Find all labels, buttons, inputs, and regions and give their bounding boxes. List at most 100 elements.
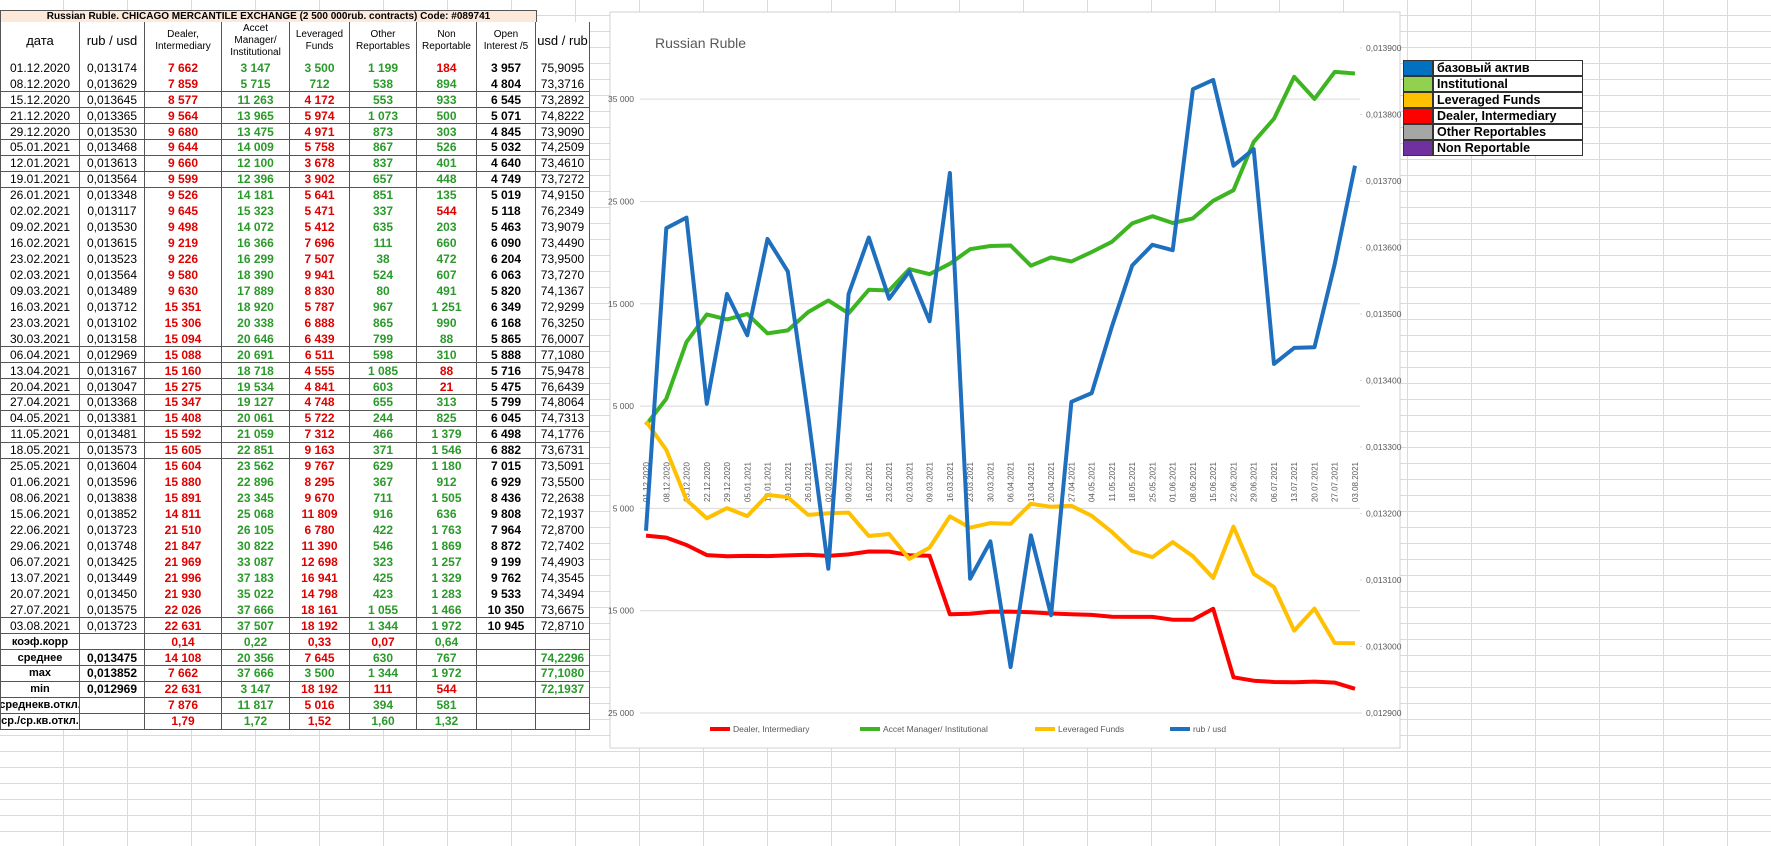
x-tick-label: 15.12.2020: [683, 461, 692, 502]
x-tick-label: 01.12.2020: [642, 461, 651, 502]
table-cell: 16 941: [290, 570, 350, 587]
x-tick-label: 22.12.2020: [703, 461, 712, 502]
table-cell: 500: [417, 107, 477, 125]
table-cell: 0,013530: [80, 219, 145, 236]
table-cell: 3 500: [290, 60, 350, 77]
table-cell: 09.03.2021: [0, 283, 80, 300]
table-cell: 1 466: [417, 601, 477, 619]
x-tick-label: 27.04.2021: [1067, 461, 1076, 502]
table-cell: 33 087: [222, 554, 290, 571]
summary-cell: ср./ср.кв.откл.: [0, 713, 80, 731]
table-cell: 5 463: [477, 219, 536, 236]
table-cell: 73,9079: [536, 219, 590, 236]
column-header: Dealer, Intermediary: [145, 22, 222, 61]
table-cell: 5 974: [290, 107, 350, 125]
table-cell: 72,8700: [536, 522, 590, 539]
table-cell: 538: [350, 75, 417, 93]
y2-tick-label: 0,013100: [1366, 575, 1402, 585]
summary-cell: 1,60: [350, 713, 417, 731]
x-tick-label: 23.02.2021: [885, 461, 894, 502]
table-cell: 6 204: [477, 251, 536, 268]
table-cell: 23.03.2021: [0, 315, 80, 332]
y2-tick-label: 0,013000: [1366, 642, 1402, 652]
summary-cell: 0,22: [222, 633, 290, 651]
table-cell: 4 555: [290, 362, 350, 380]
table-cell: 01.06.2021: [0, 474, 80, 491]
column-header: Accet Manager/ Institutional: [222, 22, 290, 61]
series-line: [644, 420, 1356, 646]
x-tick-label: 08.06.2021: [1189, 461, 1198, 502]
y2-tick-label: 0,013400: [1366, 376, 1402, 386]
y2-tick-label: 0,012900: [1366, 708, 1402, 718]
table-cell: 75,9095: [536, 60, 590, 77]
table-cell: 29.12.2020: [0, 123, 80, 141]
x-tick-label: 11.05.2021: [1108, 461, 1117, 501]
table-cell: 0,013748: [80, 538, 145, 555]
table-cell: 0,013381: [80, 410, 145, 428]
legend-label: Dealer, Intermediary: [1433, 108, 1583, 124]
table-cell: 873: [350, 123, 417, 141]
table-cell: 74,8064: [536, 394, 590, 412]
table-cell: 0,013712: [80, 299, 145, 316]
table-cell: 03.08.2021: [0, 617, 80, 635]
summary-cell: 111: [350, 681, 417, 699]
table-cell: 9 526: [145, 187, 222, 205]
table-cell: 636: [417, 506, 477, 523]
summary-cell: 22 631: [145, 681, 222, 699]
summary-cell: 18 192: [290, 681, 350, 699]
table-cell: 74,7313: [536, 410, 590, 428]
table-cell: 23.02.2021: [0, 251, 80, 268]
table-cell: 30.03.2021: [0, 330, 80, 348]
table-cell: 74,9150: [536, 187, 590, 205]
x-tick-label: 15.06.2021: [1209, 461, 1218, 502]
column-header: Open Interest /5: [477, 22, 536, 61]
x-tick-label: 13.07.2021: [1290, 461, 1299, 502]
table-cell: 0,013645: [80, 91, 145, 109]
summary-cell: 37 666: [222, 665, 290, 683]
chart-title: Russian Ruble: [655, 35, 746, 51]
table-cell: 323: [350, 554, 417, 571]
table-cell: 4 748: [290, 394, 350, 412]
column-header: Non Reportable: [417, 22, 477, 61]
summary-cell: 0,013475: [80, 649, 145, 667]
table-cell: 0,013613: [80, 155, 145, 173]
table-cell: 11.05.2021: [0, 426, 80, 444]
table-cell: 5 412: [290, 219, 350, 236]
legend-label: Institutional: [1433, 76, 1583, 92]
table-cell: 1 199: [350, 60, 417, 77]
y2-tick-label: 0,013800: [1366, 110, 1402, 120]
table-cell: 1 763: [417, 522, 477, 539]
y2-tick-label: 0,013900: [1366, 43, 1402, 53]
column-header: usd / rub: [536, 22, 590, 61]
legend-swatch: [1403, 76, 1433, 92]
table-cell: 02.02.2021: [0, 203, 80, 220]
legend-swatch: [1403, 108, 1433, 124]
y-tick-label: 15 000: [608, 606, 634, 616]
x-tick-label: 20.07.2021: [1310, 461, 1319, 502]
table-cell: 5 715: [222, 75, 290, 93]
summary-cell: 394: [350, 697, 417, 715]
table-cell: 12.01.2021: [0, 155, 80, 173]
table-cell: 73,5091: [536, 458, 590, 475]
summary-cell: 72,1937: [536, 681, 590, 699]
y2-tick-label: 0,013300: [1366, 442, 1402, 452]
legend-label: Dealer, Intermediary: [733, 724, 810, 734]
x-tick-label: 25.05.2021: [1148, 461, 1157, 502]
x-tick-label: 13.04.2021: [1027, 461, 1036, 502]
table-cell: 73,4490: [536, 235, 590, 252]
table-cell: 867: [350, 139, 417, 157]
table-cell: 5 641: [290, 187, 350, 205]
y2-tick-label: 0,013200: [1366, 509, 1402, 519]
table-cell: 72,2638: [536, 490, 590, 507]
empty-cell: [80, 713, 145, 731]
x-tick-label: 01.06.2021: [1169, 461, 1178, 502]
x-tick-label: 20.04.2021: [1047, 461, 1056, 502]
table-cell: 0,013530: [80, 123, 145, 141]
table-cell: 73,3716: [536, 75, 590, 93]
series-line: [644, 77, 1357, 670]
x-tick-label: 23.03.2021: [966, 461, 975, 502]
x-tick-label: 22.06.2021: [1229, 461, 1238, 502]
column-header: Leveraged Funds: [290, 22, 350, 61]
table-cell: 75,9478: [536, 362, 590, 380]
table-cell: 635: [350, 219, 417, 236]
